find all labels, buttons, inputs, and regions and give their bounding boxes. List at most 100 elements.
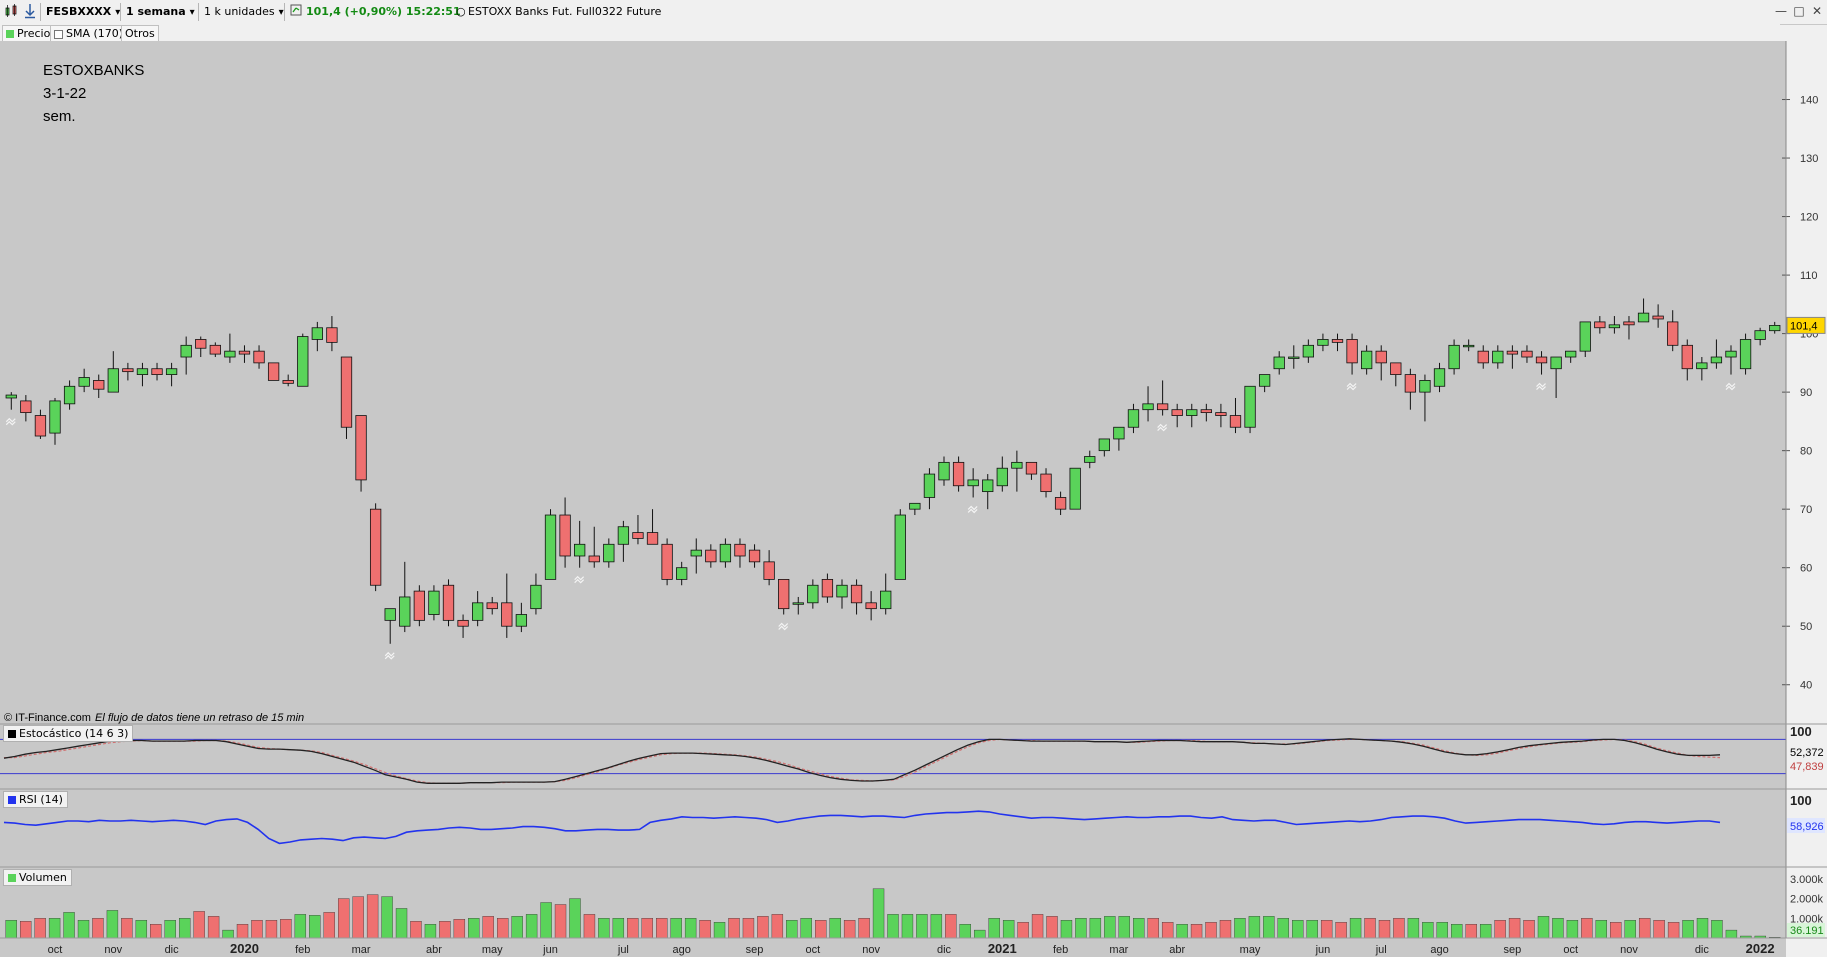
x-tick-label: ago [673,944,691,956]
price-axis [1786,41,1827,957]
candle-body [340,356,353,428]
stochastic-label[interactable]: Estocástico (14 6 3) [3,725,134,742]
volume-bar [1667,922,1680,939]
x-tick-label: dic [937,944,952,956]
y-tick-label: 140 [1800,95,1818,107]
volume-bar [583,914,596,939]
candle-body [267,362,280,381]
legend-price[interactable]: Precio [2,25,55,42]
candle-body [690,549,702,557]
volume-bar [1595,920,1608,939]
candle-body [894,514,906,580]
volume-bar [77,920,90,939]
candlestick-icon[interactable] [4,3,20,21]
y-tick-label: 110 [1800,270,1818,282]
rsi-label[interactable]: RSI (14) [3,791,68,808]
x-tick-label: sep [1504,944,1522,956]
candle-body [93,380,105,390]
checkbox-icon[interactable] [54,29,63,39]
volume-bar [1552,918,1564,939]
volume-bar [193,911,205,939]
maximize-icon[interactable]: □ [1793,4,1805,18]
last-quote: 101,4 (+0,90%) 15:22:51 [306,5,461,18]
candle-body [1215,412,1227,416]
stochastic-k-line [3,738,1721,784]
candle-body [763,561,775,580]
volume-bar [207,916,220,939]
volume-bar [439,921,451,939]
candle-body [63,385,76,405]
interval-select[interactable]: 1 semana [126,3,195,21]
candle-body [1288,356,1300,359]
volume-bar [1031,914,1044,939]
candle-body [1229,415,1242,428]
minimize-icon[interactable]: — [1775,4,1787,18]
candle-body [369,508,382,586]
volume-bar [236,924,249,939]
candle-body [880,590,892,610]
candle-body [574,543,586,557]
candle-body [544,514,557,580]
candle-body [1098,438,1110,452]
candle-body [1317,339,1329,346]
markers [5,382,1736,660]
volume-bar [1696,918,1709,939]
data-feed-icon[interactable] [24,3,36,21]
candle-body [1142,403,1154,411]
candle-body [180,344,192,358]
candle-body [1623,321,1635,326]
candle-body [1550,356,1562,370]
candle-body [748,549,761,563]
x-tick-label: mar [1109,944,1128,956]
candle-body [1433,368,1446,387]
volume-bar [540,902,552,939]
candle-body [1754,330,1766,340]
candle-body [34,415,47,437]
volume-bar [1306,920,1318,939]
volume-value-box [1787,923,1825,937]
volume-label[interactable]: Volumen [3,869,72,886]
candle-body [661,543,673,580]
candle-body [850,584,863,604]
event-marker-icon [1346,382,1357,391]
candle-body [1739,339,1752,370]
volume-bar [511,916,523,939]
x-tick-label: 2022 [1746,941,1775,956]
volume-bar [482,916,494,939]
volume-bar [1161,922,1174,939]
candle-body [1535,356,1548,364]
candle-body [224,350,236,358]
quote-icon [290,3,302,21]
volume-bar [1277,918,1289,939]
stochastic-d-value: 47,839 [1790,761,1824,773]
volume-bar [1479,924,1492,939]
volume-bar [366,894,379,939]
volume-bar [1089,918,1102,939]
candle-body [778,579,790,610]
candle-body [1419,380,1431,393]
copyright: © IT-Finance.com [4,712,91,724]
volume-bar [1349,918,1362,939]
volume-bar [1104,916,1116,939]
candle-body [1710,356,1723,364]
volume-bar [1537,916,1550,939]
candle-body [792,602,804,605]
chart-background [0,41,1786,957]
volume-bar [728,918,740,939]
volume-bar [872,888,885,939]
stochastic-k-value: 52,372 [1790,747,1824,759]
price-color-icon [6,30,14,38]
candle-body [705,549,717,563]
candle-body [632,532,644,539]
close-icon[interactable]: ✕ [1811,4,1823,18]
x-tick-label: feb [295,944,310,956]
volume-bar [222,929,234,939]
volume-bar [1393,918,1405,939]
units-select[interactable]: 1 k unidades [204,3,284,21]
candle-body [719,543,732,563]
candle-body [1011,461,1023,469]
event-marker-icon [5,417,16,426]
symbol-select[interactable]: FESBXXXX [46,3,120,21]
volume-tick-label: 2.000k [1790,894,1824,906]
